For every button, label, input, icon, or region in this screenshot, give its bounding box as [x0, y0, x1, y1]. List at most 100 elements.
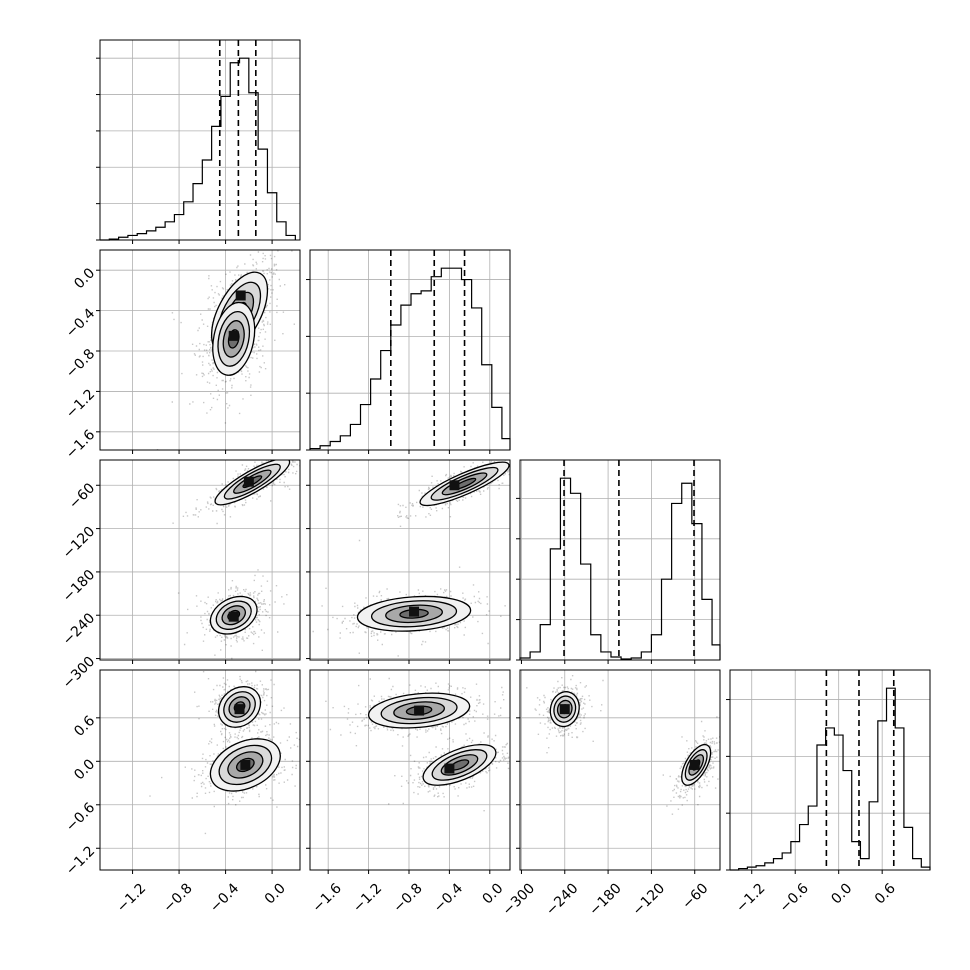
histogram-bin — [765, 863, 774, 870]
density-panel — [306, 459, 511, 664]
histogram-bin — [202, 160, 211, 240]
histogram-bin — [286, 235, 295, 240]
histogram-bin — [340, 436, 350, 450]
histogram-bin — [530, 652, 540, 660]
histogram-bin — [826, 728, 835, 870]
histogram-bin — [712, 645, 720, 660]
panel-frame — [309, 669, 511, 871]
histogram-bin — [462, 280, 472, 450]
histogram-bin — [421, 291, 431, 450]
histogram-bin — [441, 268, 451, 450]
histogram-bin — [502, 439, 510, 450]
y-tick-label: −60 — [66, 480, 98, 512]
y-tick-label: 0.0 — [71, 265, 98, 292]
histogram-bin — [550, 549, 560, 660]
histogram-bin — [267, 193, 276, 240]
histogram-bin — [249, 93, 258, 240]
histogram-bin — [843, 771, 852, 870]
panel-frame — [99, 669, 301, 871]
density-peak — [414, 705, 425, 716]
density-content — [172, 460, 300, 660]
x-tick-label: −0.8 — [160, 880, 195, 915]
density-panel: −300−240−180−120−60 — [500, 669, 721, 919]
histogram-bin — [860, 859, 869, 870]
panel-frame — [99, 459, 301, 661]
histogram-bin — [320, 446, 330, 450]
histogram-bin — [174, 215, 183, 240]
histogram-bin — [782, 853, 791, 870]
histogram-bin — [581, 564, 591, 660]
histogram-bin — [361, 405, 371, 450]
histogram-bin — [817, 745, 826, 870]
histogram-bin — [431, 277, 441, 450]
panel-frame — [99, 39, 301, 241]
density-peak — [228, 611, 239, 622]
histogram-bin — [904, 827, 913, 870]
histogram-bin — [381, 351, 391, 450]
histogram-bin — [808, 806, 817, 870]
y-tick-label: 0.0 — [71, 756, 98, 783]
density-content — [312, 460, 510, 657]
histogram-bin — [221, 96, 230, 240]
y-tick-label: −300 — [60, 654, 99, 693]
density-peak — [444, 763, 455, 774]
x-tick-label: 0.6 — [872, 880, 899, 907]
histogram-bin — [137, 234, 146, 240]
y-tick-label: −0.4 — [63, 306, 98, 341]
density-content — [325, 677, 510, 812]
histogram-bin — [472, 308, 482, 450]
histogram-bin — [560, 478, 570, 660]
histogram-bin — [240, 58, 249, 240]
histogram-bin — [401, 305, 411, 450]
y-tick-label: −1.2 — [63, 843, 98, 878]
x-tick-label: −300 — [500, 880, 539, 919]
histogram-bin — [492, 407, 502, 450]
histogram-bin — [277, 222, 286, 240]
histogram-step — [100, 57, 296, 241]
histogram-bin — [258, 149, 267, 240]
density-panel: −1.6−1.2−0.8−0.40.0 — [63, 249, 301, 462]
y-tick-label: 0.6 — [71, 713, 98, 740]
x-tick-label: 0.0 — [262, 880, 289, 907]
x-tick-label: −1.6 — [310, 880, 345, 915]
x-tick-label: −60 — [679, 880, 711, 912]
histogram-bin — [371, 379, 381, 450]
histogram-bin — [350, 424, 360, 450]
histogram-bin — [147, 231, 156, 240]
histogram-step — [519, 477, 721, 660]
histogram-bin — [451, 268, 461, 450]
y-tick-label: −1.2 — [63, 386, 98, 421]
scatter-points — [172, 460, 300, 660]
x-tick-label: 0.0 — [828, 880, 855, 907]
histogram-bin — [193, 184, 202, 240]
y-tick-label: −120 — [60, 524, 99, 563]
x-tick-label: −120 — [630, 880, 669, 919]
histogram-bin — [869, 802, 878, 870]
histogram-bin — [702, 599, 712, 660]
density-peak — [559, 704, 570, 715]
panel-frame — [519, 459, 721, 661]
density-peak — [240, 759, 251, 770]
density-peak — [228, 330, 239, 341]
density-peak — [449, 480, 460, 491]
histogram-bin — [540, 625, 550, 660]
y-tick-label: −180 — [60, 567, 99, 606]
histogram-panel — [96, 39, 301, 244]
density-peak — [235, 290, 246, 301]
x-tick-label: −0.6 — [777, 880, 812, 915]
x-tick-label: −1.2 — [733, 880, 768, 915]
density-panel: −300 −240 −180 −120 −60 — [60, 459, 301, 693]
histogram-bin — [773, 859, 782, 870]
histogram-bin — [641, 652, 651, 660]
histogram-panel: −1.2 −0.6 0.0 0.6 — [726, 669, 931, 916]
histogram-panel — [306, 249, 511, 454]
histogram-bin — [330, 441, 340, 450]
y-tick-label: −0.8 — [63, 346, 98, 381]
histogram-bin — [672, 503, 682, 660]
density-content — [526, 675, 720, 815]
histogram-bin — [791, 842, 800, 870]
y-tick-label: −240 — [60, 610, 99, 649]
histogram-bin — [165, 222, 174, 240]
